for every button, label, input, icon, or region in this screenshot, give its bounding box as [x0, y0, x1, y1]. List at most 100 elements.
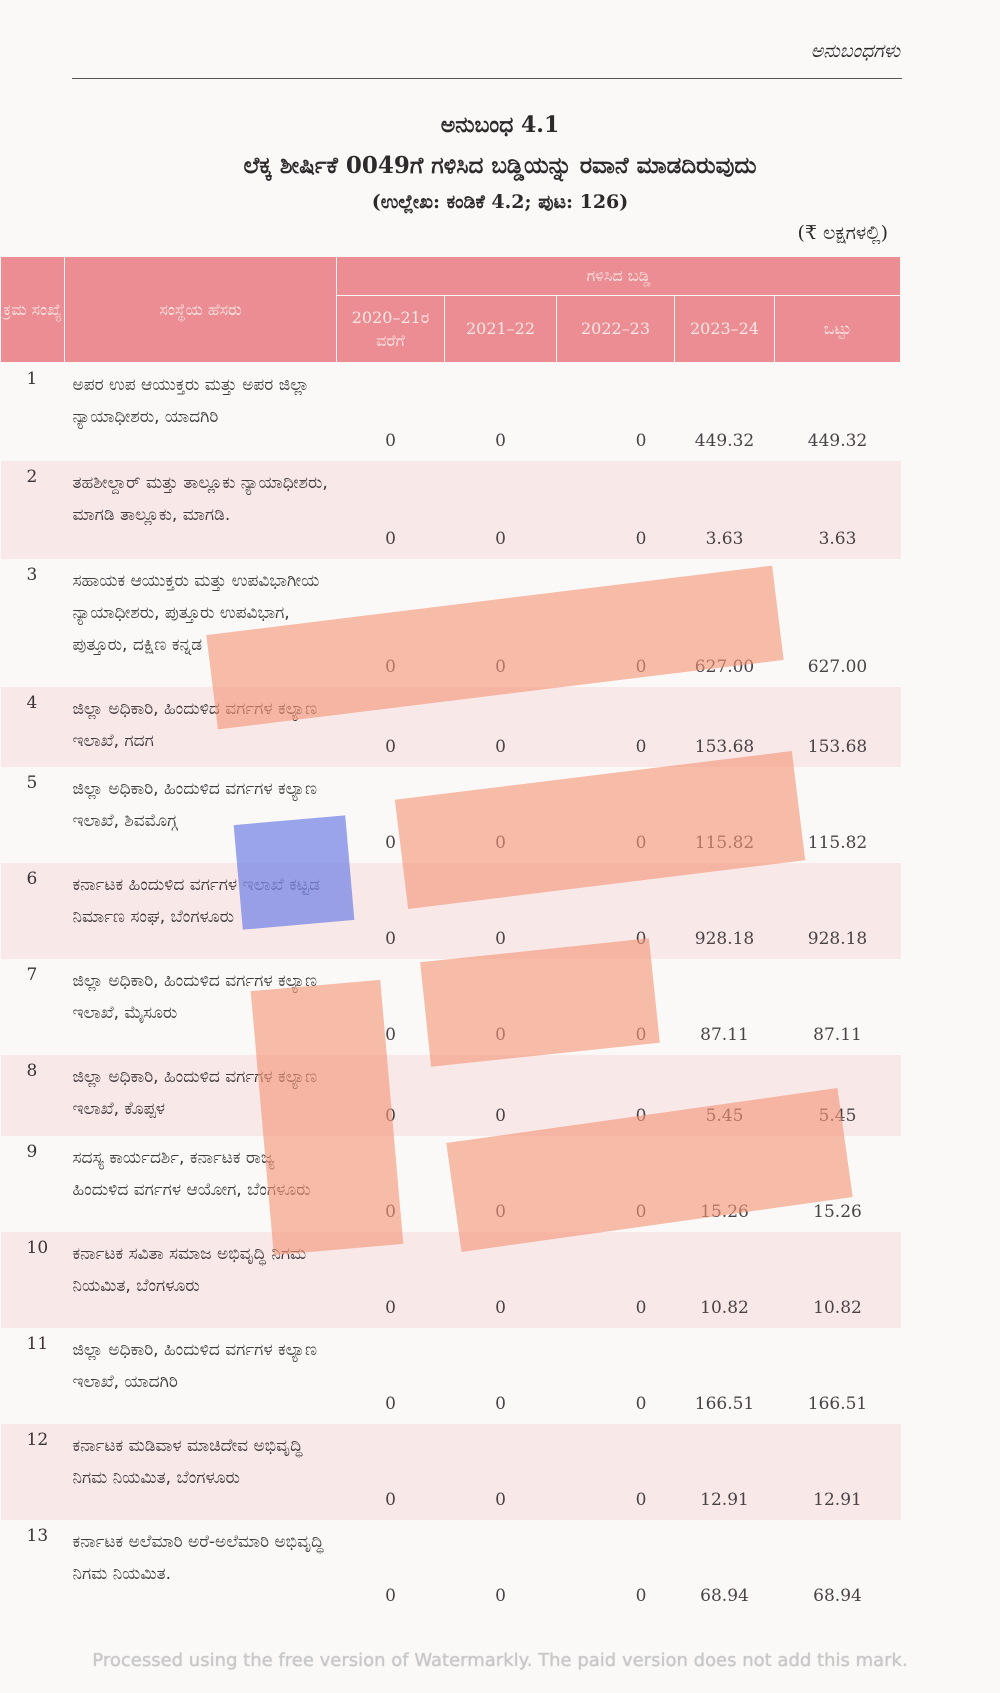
- amount-total-cell: 449.32: [807, 430, 868, 451]
- amount-2022-23-cell: 0: [635, 656, 647, 677]
- table-row: 8 ಜಿಲ್ಲಾ ಅಧಿಕಾರಿ, ಹಿಂದುಳಿದ ವರ್ಗಗಳ ಕಲ್ಯಾಣ …: [0, 1055, 901, 1136]
- annex-number: ಅನುಬಂಧ 4.1: [440, 112, 560, 138]
- col-header-name: ಸಂಸ್ಥೆಯ ಹೆಸರು: [64, 256, 337, 363]
- unit-note: (₹ ಲಕ್ಷಗಳಲ್ಲಿ): [797, 222, 888, 244]
- amount-2020-21-cell: 0: [336, 686, 445, 768]
- serial-cell: 12: [0, 1423, 65, 1520]
- col-header-2021-22: 2021–22: [444, 295, 557, 363]
- amount-2021-22-cell: 0: [444, 1231, 557, 1328]
- header-rule: [72, 78, 902, 79]
- watermark-text: Processed using the free version of Wate…: [92, 1650, 908, 1671]
- amount-total-cell: 10.82: [774, 1231, 901, 1328]
- institution-name-cell: ಕರ್ನಾಟಕ ಹಿಂದುಳಿದ ವರ್ಗಗಳ ಇಲಾಖೆ ಕಟ್ಟಡ ನಿರ್…: [64, 863, 337, 960]
- amount-2023-24-cell: 449.32: [694, 430, 755, 451]
- amount-total-cell: 3.63: [774, 460, 901, 559]
- institution-name-cell: ಸಹಾಯಕ ಆಯುಕ್ತರು ಮತ್ತು ಉಪವಿಭಾಗೀಯ ನ್ಯಾಯಾಧೀಶ…: [72, 570, 320, 656]
- institution-name-cell: ಕರ್ನಾಟಕ ಸವಿತಾ ಸಮಾಜ ಅಭಿವೃದ್ಧಿ ನಿಗಮ ನಿಯಮಿತ…: [64, 1231, 337, 1328]
- amount-2021-22-cell: 0: [495, 1201, 506, 1222]
- amount-total-cell: 153.68: [774, 686, 901, 768]
- amount-2023-24-cell: 68.94: [700, 1585, 749, 1606]
- amount-2023-24-cell: 928.18: [674, 863, 775, 960]
- table-row: 1 ಅಪರ ಉಪ ಆಯುಕ್ತರು ಮತ್ತು ಅಪರ ಜಿಲ್ಲಾ ನ್ಯಾಯಾ…: [1, 363, 901, 461]
- amount-2022-23-cell: 0: [635, 1585, 647, 1606]
- amount-2023-24-cell: 12.91: [674, 1423, 775, 1520]
- serial-cell: 8: [0, 1055, 65, 1136]
- table-row: 3 ಸಹಾಯಕ ಆಯುಕ್ತರು ಮತ್ತು ಉಪವಿಭಾಗೀಯ ನ್ಯಾಯಾಧೀ…: [1, 559, 901, 687]
- amount-2020-21-cell: 0: [385, 833, 396, 854]
- table-row: 4 ಜಿಲ್ಲಾ ಅಧಿಕಾರಿ, ಹಿಂದುಳಿದ ವರ್ಗಗಳ ಕಲ್ಯಾಣ …: [0, 686, 901, 768]
- running-head: ಅನುಬಂಧಗಳು: [810, 40, 900, 62]
- reference-line: (ಉಲ್ಲೇಖ: ಕಂಡಿಕೆ 4.2; ಪುಟ: 126): [371, 191, 629, 213]
- col-header-serial: ಕ್ರಮ ಸಂಖ್ಯೆ: [0, 256, 65, 363]
- amount-2023-24-cell: 166.51: [694, 1393, 755, 1414]
- col-header-2023-24: 2023–24: [674, 295, 775, 363]
- amount-2020-21-cell: 0: [385, 656, 396, 677]
- amount-total-cell: 68.94: [813, 1585, 862, 1606]
- interest-table: ಕ್ರಮ ಸಂಖ್ಯೆ ಸಂಸ್ಥೆಯ ಹೆಸರು ಗಳಿಸಿದ ಬಡ್ಡಿ 2…: [0, 256, 902, 1616]
- amount-2023-24-cell: 153.68: [674, 686, 775, 768]
- institution-name-cell: ತಹಶೀಲ್ದಾರ್ ಮತ್ತು ತಾಲ್ಲೂಕು ನ್ಯಾಯಾಧೀಶರು, ಮ…: [64, 460, 337, 559]
- amount-2020-21-cell: 0: [336, 460, 445, 559]
- serial-cell: 10: [0, 1231, 65, 1328]
- table-body: 1 ಅಪರ ಉಪ ಆಯುಕ್ತರು ಮತ್ತು ಅಪರ ಜಿಲ್ಲಾ ನ್ಯಾಯಾ…: [0, 363, 901, 1616]
- amount-total-cell: 166.51: [807, 1393, 868, 1414]
- col-header-total: ಒಟ್ಟು: [773, 295, 902, 363]
- serial-cell: 11: [26, 1333, 49, 1354]
- col-header-group: ಗಳಿಸಿದ ಬಡ್ಡಿ: [335, 256, 902, 296]
- table-row: 11 ಜಿಲ್ಲಾ ಅಧಿಕಾರಿ, ಹಿಂದುಳಿದ ವರ್ಗಗಳ ಕಲ್ಯಾಣ…: [1, 1328, 901, 1424]
- institution-name-cell: ಸದಸ್ಯ ಕಾರ್ಯದರ್ಶಿ, ಕರ್ನಾಟಕ ರಾಜ್ಯ ಹಿಂದುಳಿದ…: [72, 1147, 311, 1200]
- amount-2021-22-cell: 0: [495, 656, 506, 677]
- table-row: 13 ಕರ್ನಾಟಕ ಅಲೆಮಾರಿ ಅರೆ-ಅಲೆಮಾರಿ ಅಭಿವೃದ್ಧಿ …: [1, 1520, 901, 1616]
- amount-2020-21-cell: 0: [385, 430, 396, 451]
- amount-total-cell: 12.91: [774, 1423, 901, 1520]
- serial-cell: 4: [0, 686, 65, 768]
- table-row: 5 ಜಿಲ್ಲಾ ಅಧಿಕಾರಿ, ಹಿಂದುಳಿದ ವರ್ಗಗಳ ಕಲ್ಯಾಣ …: [1, 767, 901, 863]
- amount-2023-24-cell: 3.63: [674, 460, 775, 559]
- table-row: 6 ಕರ್ನಾಟಕ ಹಿಂದುಳಿದ ವರ್ಗಗಳ ಇಲಾಖೆ ಕಟ್ಟಡ ನಿರ…: [0, 863, 901, 960]
- amount-2020-21-cell: 0: [385, 1025, 396, 1046]
- amount-2020-21-cell: 0: [385, 1393, 396, 1414]
- serial-cell: 1: [26, 369, 38, 389]
- institution-name-cell: ಜಿಲ್ಲಾ ಅಧಿಕಾರಿ, ಹಿಂದುಳಿದ ವರ್ಗಗಳ ಕಲ್ಯಾಣ ಇ…: [64, 686, 337, 768]
- amount-2022-23-cell: 0: [556, 1231, 675, 1328]
- institution-name-cell: ಜಿಲ್ಲಾ ಅಧಿಕಾರಿ, ಹಿಂದುಳಿದ ವರ್ಗಗಳ ಕಲ್ಯಾಣ ಇ…: [72, 1339, 318, 1392]
- amount-2023-24-cell: 115.82: [694, 833, 755, 854]
- amount-2023-24-cell: 5.45: [674, 1055, 775, 1136]
- amount-2021-22-cell: 0: [495, 1393, 506, 1414]
- amount-2021-22-cell: 0: [444, 686, 557, 768]
- institution-name-cell: ಜಿಲ್ಲಾ ಅಧಿಕಾರಿ, ಹಿಂದುಳಿದ ವರ್ಗಗಳ ಕಲ್ಯಾಣ ಇ…: [72, 779, 318, 832]
- serial-cell: 7: [26, 965, 38, 986]
- amount-2021-22-cell: 0: [444, 460, 557, 559]
- institution-name-cell: ಕರ್ನಾಟಕ ಅಲೆಮಾರಿ ಅರೆ-ಅಲೆಮಾರಿ ಅಭಿವೃದ್ಧಿ ನಿ…: [72, 1531, 324, 1584]
- amount-2023-24-cell: 627.00: [694, 656, 755, 677]
- table-row: 12 ಕರ್ನಾಟಕ ಮಡಿವಾಳ ಮಾಚಿದೇವ ಅಭಿವೃದ್ಧಿ ನಿಗಮ …: [0, 1423, 901, 1520]
- amount-total-cell: 627.00: [807, 656, 868, 677]
- table-row: 10 ಕರ್ನಾಟಕ ಸವಿತಾ ಸಮಾಜ ಅಭಿವೃದ್ಧಿ ನಿಗಮ ನಿಯಮ…: [0, 1231, 901, 1328]
- serial-cell: 3: [26, 564, 38, 585]
- title-block: ಅನುಬಂಧ 4.1 ಲೆಕ್ಕ ಶೀರ್ಷಿಕೆ 0049ಗೆ ಗಳಿಸಿದ …: [0, 112, 1000, 213]
- amount-2021-22-cell: 0: [495, 430, 506, 451]
- serial-cell: 13: [26, 1525, 49, 1546]
- amount-total-cell: 115.82: [807, 833, 868, 854]
- amount-2022-23-cell: 0: [635, 1393, 647, 1414]
- serial-cell: 5: [26, 773, 38, 794]
- amount-2022-23-cell: 0: [556, 460, 675, 559]
- amount-2023-24-cell: 10.82: [674, 1231, 775, 1328]
- amount-2023-24-cell: 87.11: [700, 1025, 749, 1046]
- amount-2022-23-cell: 0: [635, 1025, 647, 1046]
- amount-2022-23-cell: 0: [556, 863, 675, 960]
- table-row: 2 ತಹಶೀಲ್ದಾರ್ ಮತ್ತು ತಾಲ್ಲೂಕು ನ್ಯಾಯಾಧೀಶರು, …: [0, 460, 901, 559]
- amount-2020-21-cell: 0: [385, 1585, 396, 1606]
- amount-2021-22-cell: 0: [444, 1055, 557, 1136]
- amount-2022-23-cell: 0: [635, 833, 647, 854]
- amount-2023-24-cell: 15.26: [700, 1201, 749, 1222]
- amount-2020-21-cell: 0: [336, 1055, 445, 1136]
- col-header-2020-21: 2020–21ರ ವರೆಗೆ: [336, 295, 445, 363]
- amount-total-cell: 87.11: [813, 1025, 862, 1046]
- amount-2022-23-cell: 0: [556, 1423, 675, 1520]
- institution-name-cell: ಜಿಲ್ಲಾ ಅಧಿಕಾರಿ, ಹಿಂದುಳಿದ ವರ್ಗಗಳ ಕಲ್ಯಾಣ ಇ…: [64, 1055, 337, 1136]
- amount-2021-22-cell: 0: [495, 833, 506, 854]
- institution-name-cell: ಜಿಲ್ಲಾ ಅಧಿಕಾರಿ, ಹಿಂದುಳಿದ ವರ್ಗಗಳ ಕಲ್ಯಾಣ ಇ…: [72, 971, 318, 1024]
- serial-cell: 9: [26, 1141, 38, 1162]
- amount-2020-21-cell: 0: [336, 1423, 445, 1520]
